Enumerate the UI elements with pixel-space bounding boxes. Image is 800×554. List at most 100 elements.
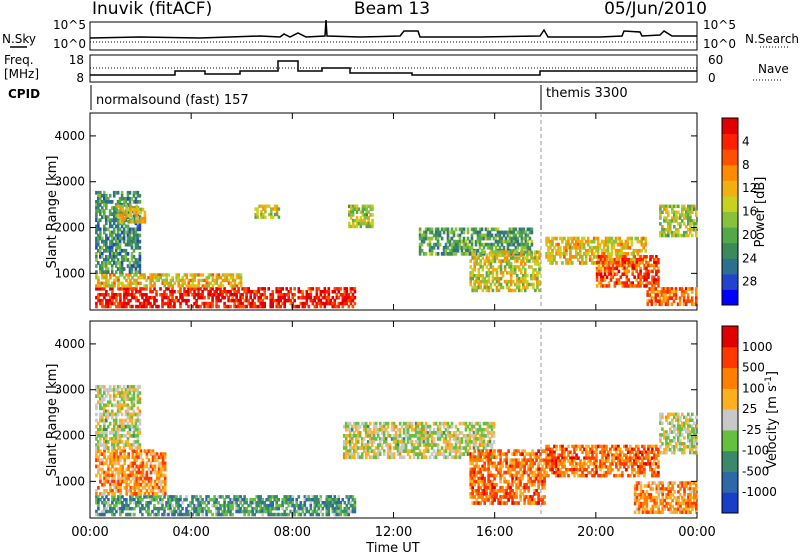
velocity-cell <box>275 506 278 511</box>
velocity-cell <box>103 424 106 429</box>
power-cell <box>109 301 112 306</box>
power-cell <box>473 274 476 278</box>
velocity-cell <box>97 449 100 453</box>
velocity-cell <box>412 446 416 450</box>
velocity-cell <box>239 501 242 505</box>
velocity-cell <box>525 461 528 466</box>
velocity-cell <box>177 506 180 511</box>
velocity-cell <box>299 503 303 508</box>
power-cell <box>243 290 246 294</box>
velocity-cell <box>149 489 153 493</box>
velocity-cell <box>471 479 474 484</box>
power-cell <box>97 276 100 280</box>
power-cell <box>134 261 138 265</box>
power-cell <box>630 236 634 241</box>
power-cell <box>95 236 98 241</box>
velocity-cell <box>149 498 152 502</box>
velocity-cell <box>106 400 110 405</box>
velocity-cell <box>309 501 313 505</box>
velocity-cell <box>442 452 446 456</box>
velocity-cell <box>478 427 482 432</box>
velocity-cell <box>265 503 268 508</box>
cpid-program-2: themis 3300 <box>546 86 628 101</box>
power-cell <box>476 233 480 238</box>
velocity-cell <box>424 449 428 453</box>
power-cell <box>691 219 694 223</box>
power-cell <box>123 284 126 288</box>
power-cell <box>143 210 147 215</box>
velocity-cell <box>400 446 404 450</box>
power-cell <box>111 295 114 300</box>
velocity-cell <box>483 485 486 490</box>
velocity-cell <box>259 498 262 502</box>
power-cell <box>438 230 442 235</box>
velocity-cell <box>468 434 472 438</box>
velocity-cell <box>432 443 436 447</box>
velocity-cell <box>311 509 315 514</box>
velocity-cell <box>452 446 456 450</box>
velocity-cell <box>205 495 208 499</box>
power-cell <box>434 236 438 241</box>
velocity-cell <box>376 427 380 432</box>
velocity-cell <box>464 424 468 429</box>
velocity-cell <box>137 495 140 499</box>
power-cell <box>477 282 481 287</box>
power-cell <box>137 219 141 224</box>
velocity-cell <box>501 489 504 493</box>
power-cell <box>297 304 301 309</box>
power-cell <box>169 284 172 288</box>
velocity-cell <box>478 440 482 444</box>
power-cell <box>124 197 128 201</box>
velocity-cell <box>259 506 262 511</box>
velocity-cell <box>366 424 370 429</box>
power-cell <box>239 278 243 283</box>
velocity-cell <box>99 434 102 438</box>
velocity-cell <box>132 427 136 432</box>
power-colorbar-tick: 4 <box>742 134 750 148</box>
velocity-cell <box>257 501 260 505</box>
power-cell <box>487 256 491 260</box>
power-cell <box>103 261 106 265</box>
power-cell <box>545 255 548 259</box>
power-cell <box>197 273 201 277</box>
velocity-cell <box>505 461 508 466</box>
velocity-cell <box>484 427 488 432</box>
power-cell <box>241 301 244 306</box>
velocity-cell <box>454 424 458 429</box>
velocity-cell <box>118 427 122 432</box>
velocity-cell <box>185 506 188 511</box>
power-cell <box>499 259 503 263</box>
velocity-cell <box>169 509 172 514</box>
power-cell <box>668 296 672 300</box>
power-cell <box>563 248 566 253</box>
velocity-cell <box>251 498 254 502</box>
velocity-cell <box>477 476 480 481</box>
velocity-cell <box>335 501 339 505</box>
power-cell <box>118 261 122 265</box>
power-cell <box>283 304 286 309</box>
velocity-cell <box>125 473 128 478</box>
velocity-cell <box>343 509 347 514</box>
power-cell <box>235 298 238 303</box>
power-cell <box>335 287 339 291</box>
power-cell <box>471 288 474 293</box>
power-cell <box>677 222 680 226</box>
velocity-cell <box>163 464 167 469</box>
velocity-cell <box>109 482 112 487</box>
power-ylabel: Slant Range [km] <box>45 156 60 269</box>
power-cell <box>99 200 102 204</box>
velocity-cell <box>303 503 307 508</box>
velocity-cell <box>99 498 102 502</box>
power-cell <box>197 295 200 300</box>
power-cell <box>187 290 190 294</box>
velocity-cell <box>132 409 136 414</box>
velocity-cell <box>167 506 170 511</box>
velocity-cell <box>483 476 486 481</box>
power-cell <box>109 284 112 288</box>
velocity-cell <box>487 498 490 502</box>
power-cell <box>177 273 180 277</box>
power-cell <box>121 287 124 291</box>
velocity-cell <box>209 498 212 502</box>
power-cell <box>601 257 605 262</box>
power-cell <box>659 210 662 214</box>
